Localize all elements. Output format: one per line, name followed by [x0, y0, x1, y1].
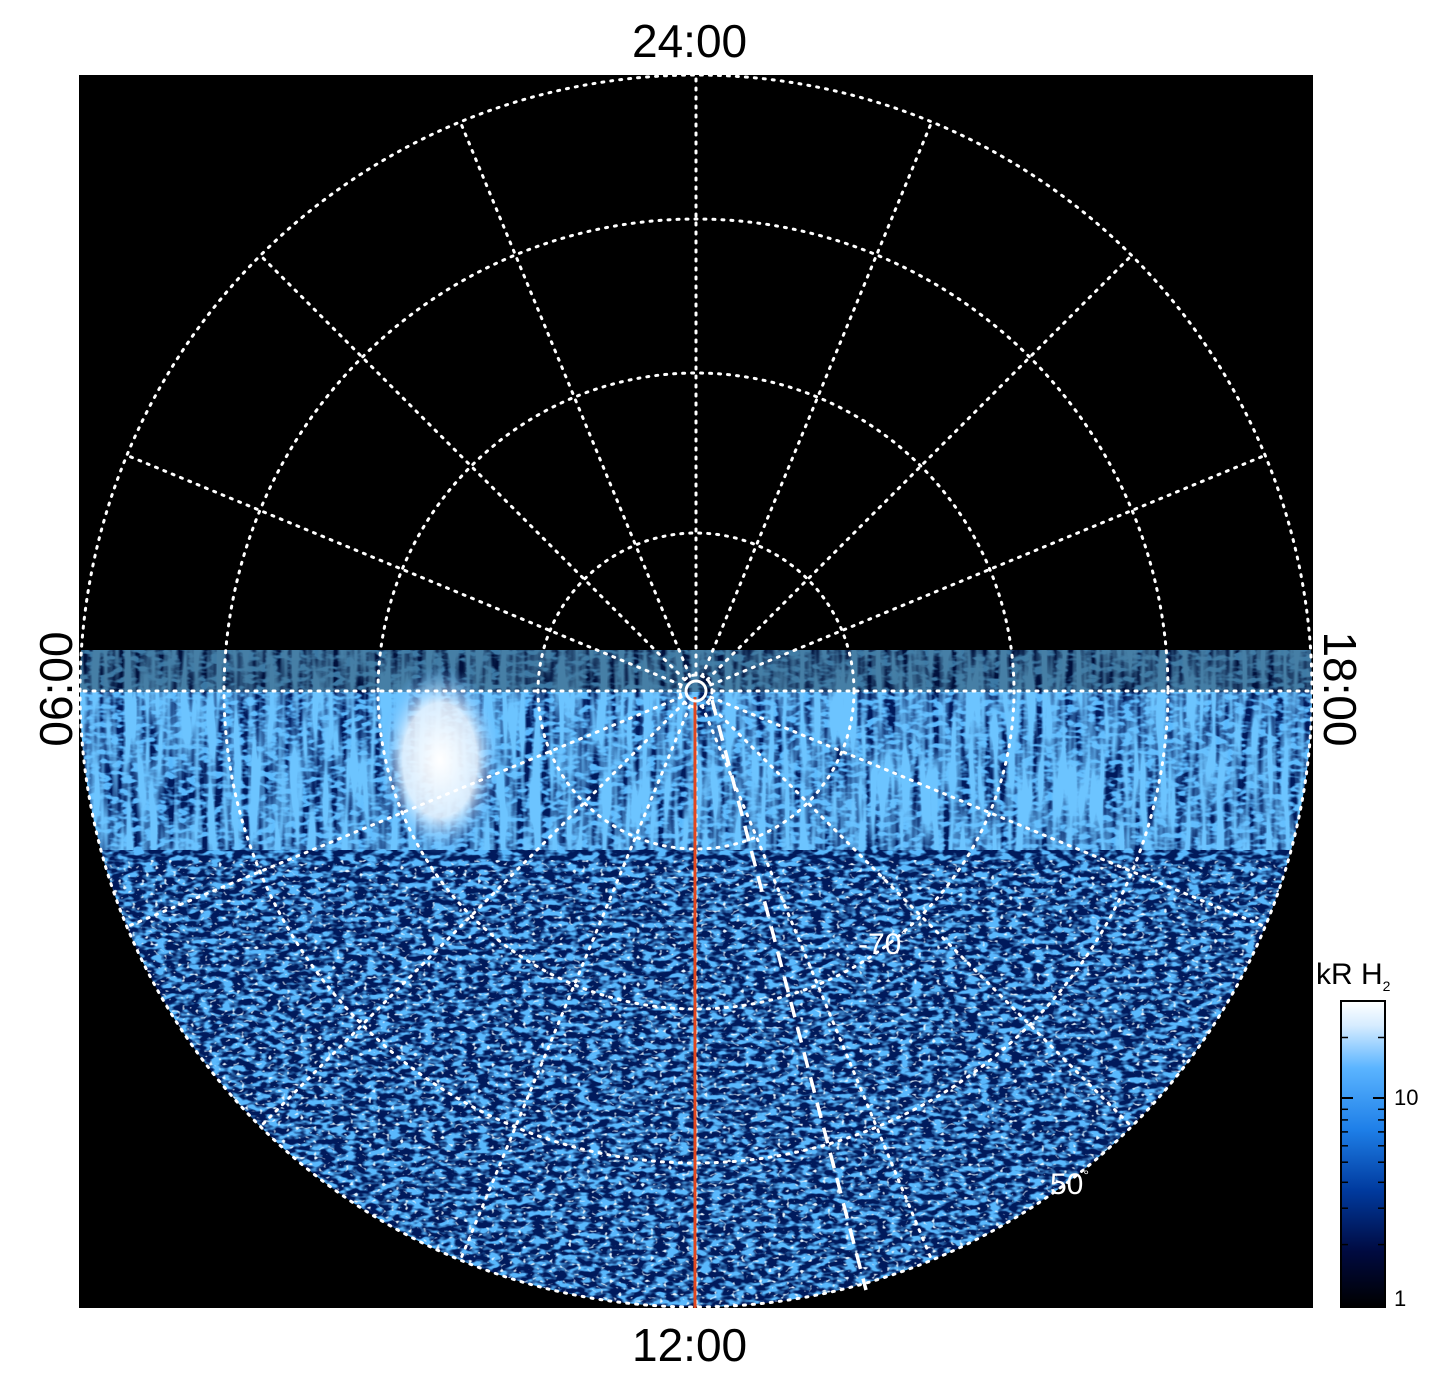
latitude-label-outer: 50°	[1050, 1167, 1089, 1201]
colorbar-tick-10: 10	[1394, 1085, 1419, 1110]
meridian-line	[258, 700, 687, 1129]
colorbar-title: kR H2	[1316, 958, 1391, 994]
dashed-reference-line	[710, 699, 868, 1291]
meridian-line	[258, 253, 687, 682]
colorbar-tick-1: 1	[1394, 1286, 1407, 1311]
meridian-line	[709, 695, 1267, 929]
pole-marker	[684, 679, 708, 703]
meridian-line	[709, 453, 1267, 687]
local-time-label-bottom: 12:00	[632, 1319, 748, 1371]
meridian-line	[125, 695, 683, 929]
meridian-line	[458, 120, 692, 678]
bright-auroral-patch	[378, 665, 502, 855]
latitude-label-inner: -70°	[858, 927, 907, 961]
colorbar	[1340, 1000, 1386, 1308]
local-time-label-top: 24:00	[632, 15, 748, 67]
meridian-line	[458, 704, 692, 1262]
meridian-line	[700, 704, 934, 1262]
local-time-label-left: 06:00	[30, 631, 82, 747]
meridian-line	[705, 253, 1134, 682]
meridian-line	[705, 700, 1134, 1129]
local-time-label-right: 18:00	[1314, 631, 1366, 747]
meridian-line	[700, 120, 934, 678]
meridian-line	[125, 453, 683, 687]
